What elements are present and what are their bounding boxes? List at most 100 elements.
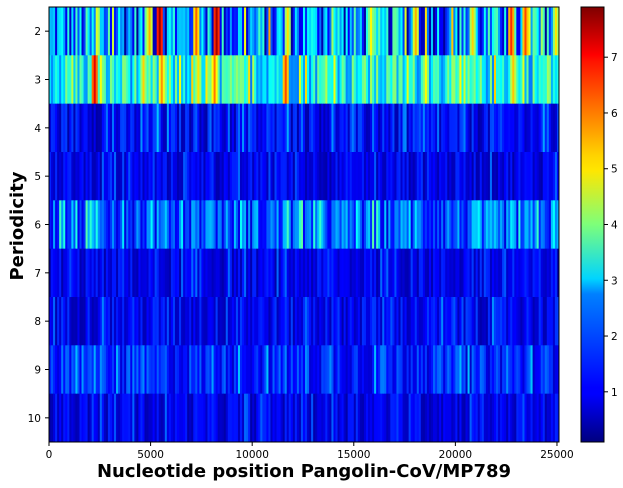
heatmap-cell	[116, 103, 119, 153]
heatmap-cell	[410, 152, 414, 201]
heatmap-cell	[398, 393, 401, 443]
heatmap-cell	[203, 200, 206, 250]
heatmap-cell	[140, 393, 143, 443]
heatmap-cell	[229, 393, 233, 443]
heatmap-cell	[457, 200, 460, 250]
heatmap-cell	[148, 103, 151, 153]
heatmap-cell	[463, 103, 466, 153]
heatmap-cell	[262, 200, 265, 250]
heatmap-cell	[485, 248, 489, 298]
heatmap-cell	[532, 248, 536, 298]
heatmap-cell	[201, 7, 204, 56]
heatmap-cell	[540, 297, 544, 346]
heatmap-cell	[85, 200, 88, 250]
heatmap-cell	[97, 55, 101, 105]
heatmap-cell	[118, 248, 121, 298]
heatmap-cell	[455, 248, 458, 298]
y-tick-label: 8	[34, 316, 41, 328]
heatmap-cell	[93, 393, 97, 443]
heatmap-cell	[298, 103, 302, 153]
heatmap-cell	[329, 103, 332, 153]
heatmap-cell	[254, 103, 257, 153]
heatmap-cell	[205, 7, 208, 56]
heatmap-cell	[406, 7, 410, 56]
heatmap-cell	[430, 345, 434, 395]
heatmap-cell	[416, 7, 420, 56]
heatmap-cell	[142, 55, 145, 105]
heatmap-cell	[311, 345, 314, 395]
heatmap-cell	[400, 248, 403, 298]
heatmap-cell	[152, 200, 156, 250]
heatmap-cell	[296, 200, 300, 250]
heatmap-cell	[451, 152, 454, 201]
heatmap-cell	[292, 297, 296, 346]
heatmap-cell	[453, 200, 456, 250]
heatmap-cell	[81, 345, 84, 395]
heatmap-cell	[111, 345, 115, 395]
heatmap-cell	[181, 7, 184, 56]
heatmap-cell	[93, 297, 97, 346]
heatmap-cell	[124, 7, 127, 56]
heatmap-cell	[506, 393, 509, 443]
heatmap-cell	[370, 297, 373, 346]
heatmap-cell	[548, 103, 552, 153]
heatmap-cell	[193, 55, 196, 105]
heatmap-cell	[69, 7, 72, 56]
heatmap-cell	[91, 393, 95, 443]
heatmap-cell	[502, 297, 505, 346]
heatmap-cell	[83, 200, 86, 250]
heatmap-cell	[260, 345, 263, 395]
heatmap-cell	[266, 345, 269, 395]
heatmap-cell	[244, 248, 247, 298]
heatmap-cell	[240, 103, 243, 153]
heatmap-cell	[302, 345, 306, 395]
heatmap-cell	[489, 393, 493, 443]
heatmap-cell	[528, 393, 531, 443]
heatmap-cell	[124, 297, 127, 346]
heatmap-cell	[242, 297, 245, 346]
heatmap-cell	[266, 7, 269, 56]
heatmap-cell	[77, 297, 80, 346]
heatmap-cell	[510, 55, 513, 105]
heatmap-cell	[276, 345, 279, 395]
heatmap-cell	[526, 393, 529, 443]
heatmap-cell	[323, 200, 326, 250]
heatmap-cell	[528, 200, 531, 250]
heatmap-cell	[481, 152, 485, 201]
heatmap-cell	[99, 200, 103, 250]
heatmap-cell	[307, 393, 310, 443]
heatmap-cell	[256, 7, 259, 56]
heatmap-cell	[227, 297, 231, 346]
heatmap-cell	[87, 393, 91, 443]
heatmap-cell	[209, 200, 212, 250]
heatmap-cell	[404, 248, 408, 298]
heatmap-cell	[51, 103, 54, 153]
heatmap-cell	[335, 55, 338, 105]
heatmap-cell	[323, 345, 326, 395]
heatmap-cell	[305, 297, 308, 346]
heatmap-cell	[227, 55, 231, 105]
heatmap-cell	[522, 55, 525, 105]
heatmap-cell	[406, 297, 410, 346]
heatmap-cell	[61, 248, 64, 298]
heatmap-cell	[97, 345, 101, 395]
heatmap-cell	[256, 152, 259, 201]
heatmap-cell	[146, 103, 149, 153]
heatmap-cell	[404, 200, 408, 250]
heatmap-cell	[126, 200, 129, 250]
heatmap-cell	[166, 55, 170, 105]
heatmap-cell	[388, 393, 391, 443]
heatmap-cell	[435, 55, 438, 105]
heatmap-cell	[231, 200, 235, 250]
heatmap-cell	[89, 152, 93, 201]
heatmap-cell	[195, 393, 198, 443]
y-tick-label: 4	[34, 123, 41, 135]
heatmap-cell	[240, 7, 243, 56]
heatmap-cell	[339, 200, 342, 250]
heatmap-cell	[154, 345, 158, 395]
heatmap-cell	[532, 393, 536, 443]
heatmap-cell	[260, 103, 263, 153]
heatmap-cell	[319, 248, 322, 298]
heatmap-cell	[118, 200, 121, 250]
heatmap-cell	[461, 152, 464, 201]
